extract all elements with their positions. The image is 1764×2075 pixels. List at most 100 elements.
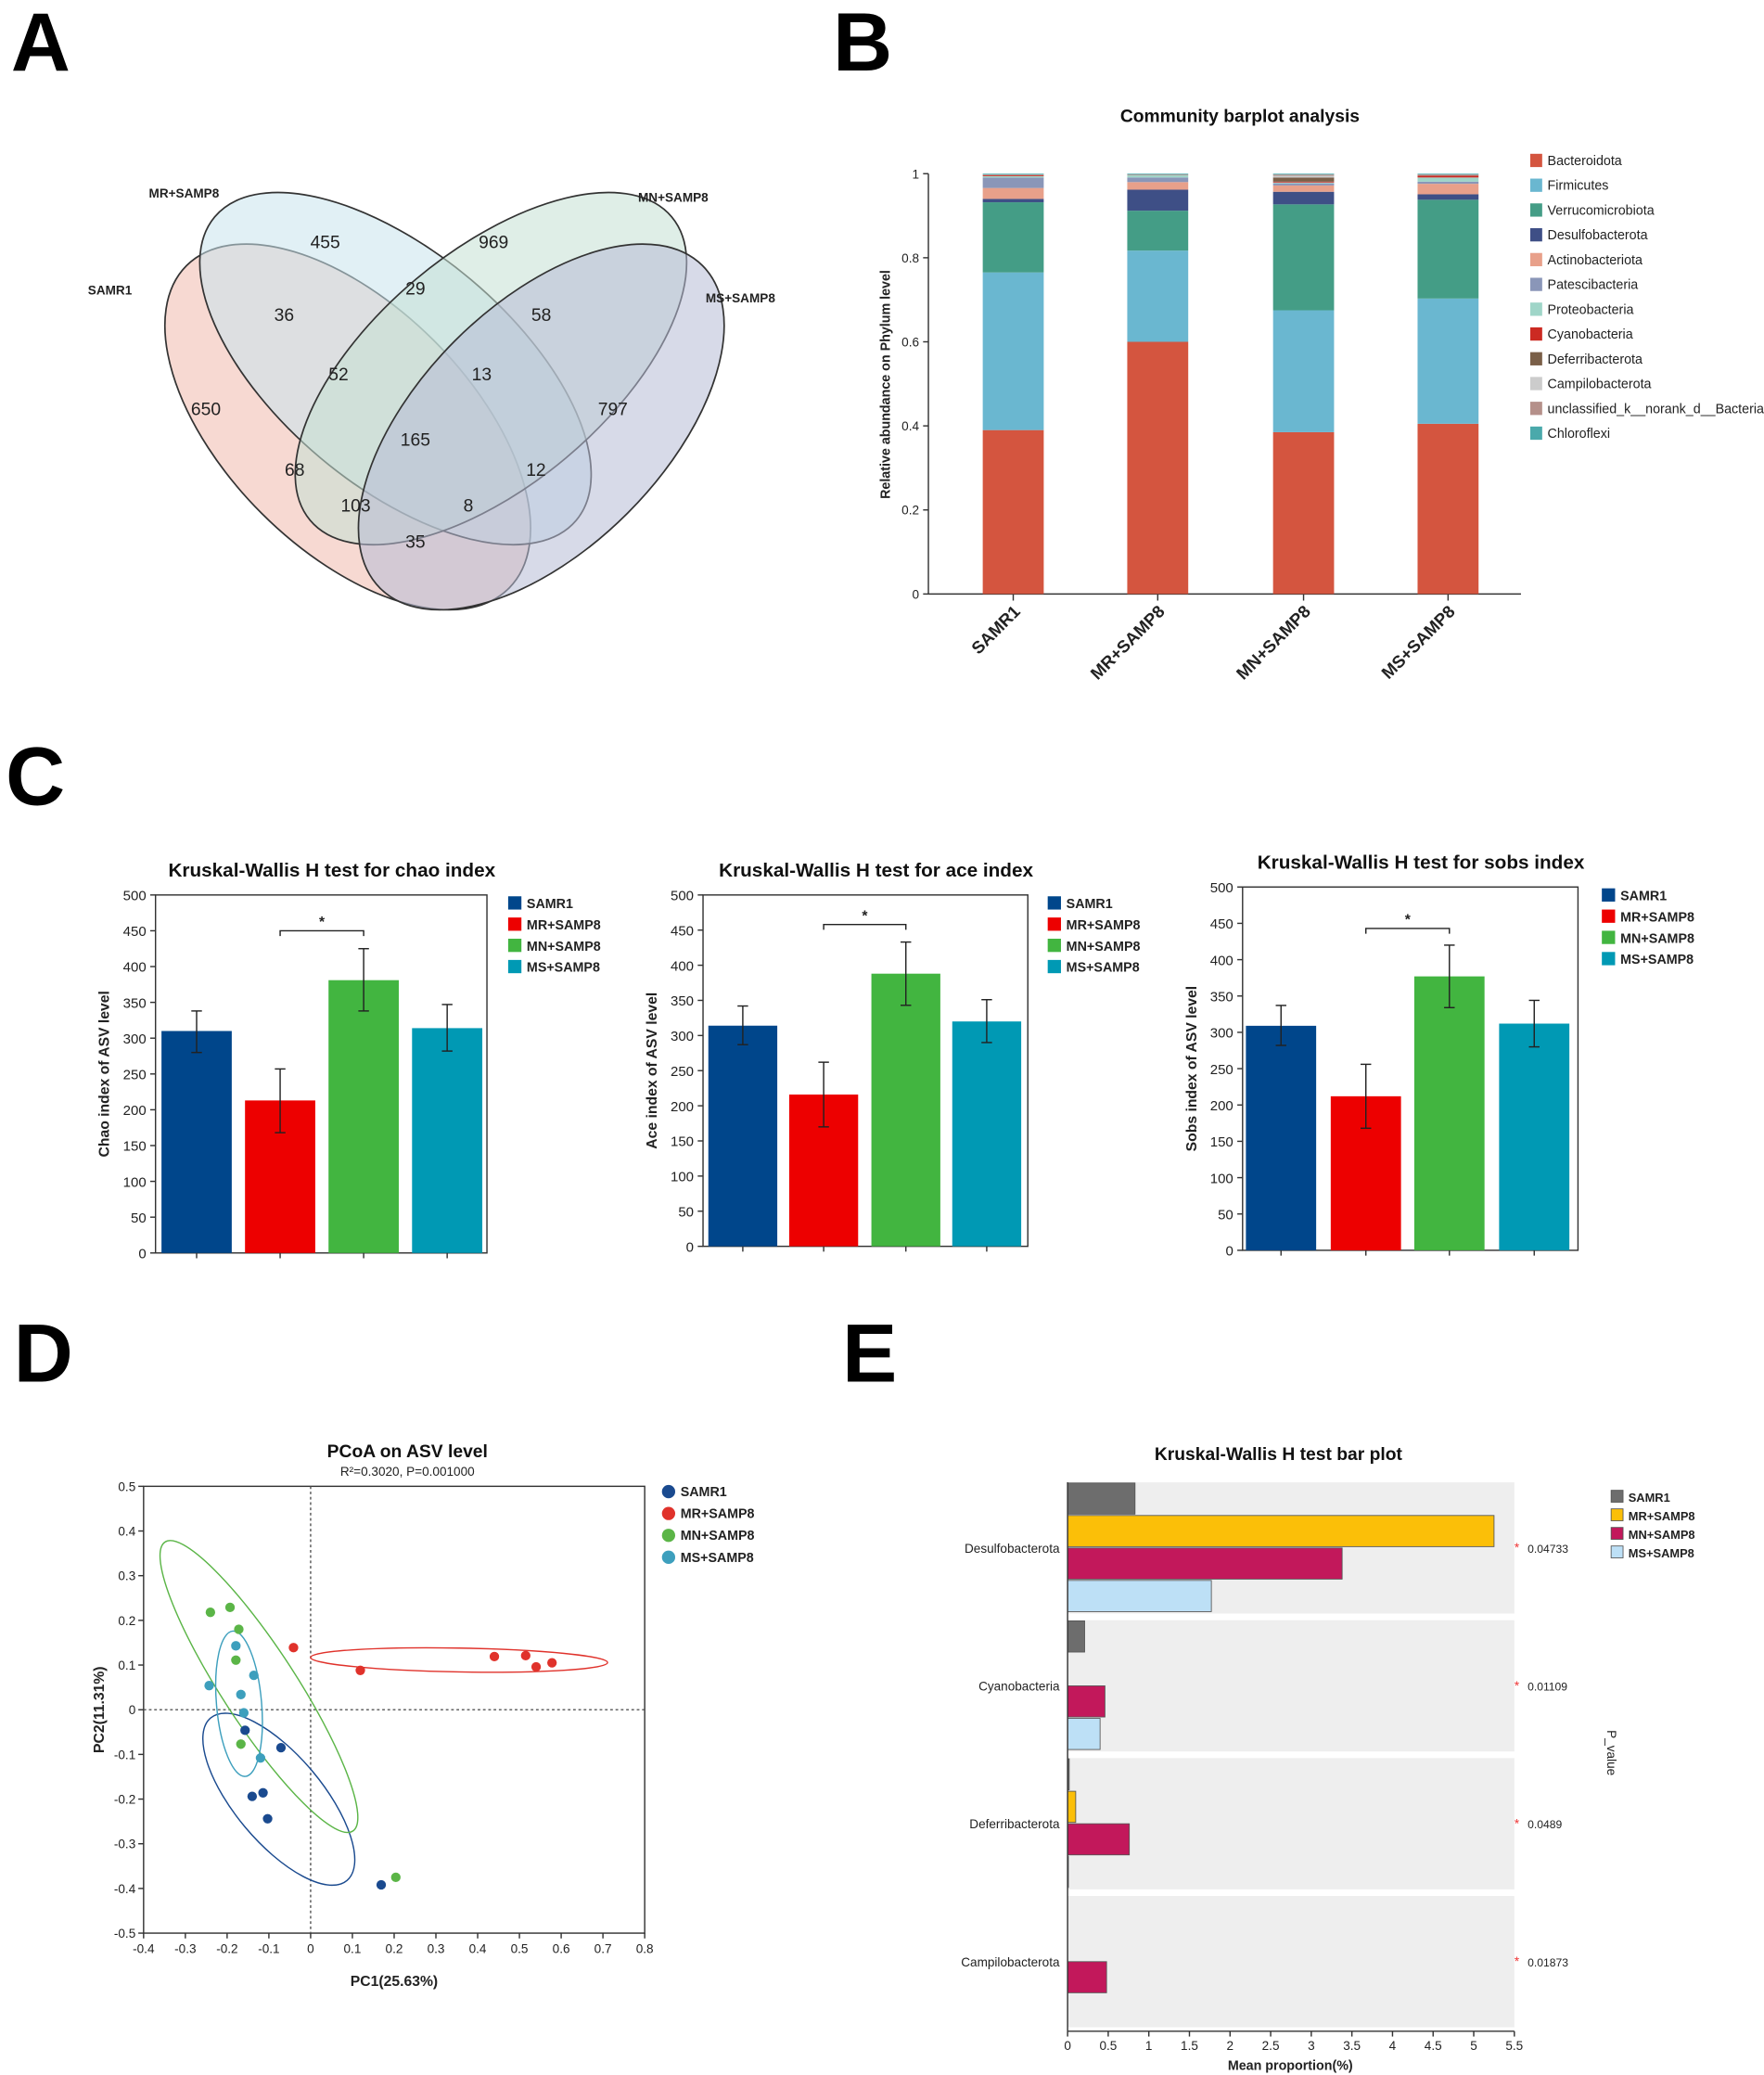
legend-label: MS+SAMP8 bbox=[681, 1551, 754, 1566]
panel-label-a: A bbox=[11, 0, 70, 88]
stacked-bar-segment bbox=[982, 202, 1044, 273]
legend-label: Cyanobacteria bbox=[1548, 327, 1633, 342]
legend-label: MN+SAMP8 bbox=[1620, 931, 1694, 946]
x-tick-label: 0.8 bbox=[636, 1941, 654, 1955]
legend-swatch bbox=[1529, 252, 1542, 267]
y-tick-label: -0.4 bbox=[114, 1882, 136, 1896]
venn-region-count: 36 bbox=[275, 306, 294, 326]
community-barplot: Community barplot analysis 0 0.2 0.4 0.6 0.8 1… bbox=[879, 108, 1764, 684]
y-axis-label: Chao index of ASV level bbox=[97, 991, 113, 1157]
venn-region-count: 8 bbox=[464, 497, 474, 517]
scatter-point bbox=[236, 1689, 246, 1699]
legend-swatch bbox=[507, 917, 522, 931]
chart-title: Kruskal-Wallis H test for sobs index bbox=[1258, 852, 1585, 873]
scatter-point bbox=[204, 1681, 214, 1691]
legend-swatch bbox=[1610, 1545, 1624, 1558]
venn-diagram: SAMR1 MR+SAMP8 MN+SAMP8 MS+SAMP8 650 455 969 79… bbox=[88, 186, 775, 611]
scatter-point bbox=[205, 1607, 216, 1618]
category-band bbox=[1067, 1758, 1515, 1889]
legend-swatch bbox=[1602, 909, 1616, 923]
x-tick-label: MR+SAMP8 bbox=[1087, 601, 1169, 683]
y-tick-label: 150 bbox=[671, 1134, 694, 1150]
x-tick-label: MS+SAMP8 bbox=[1377, 601, 1458, 682]
legend-label: MR+SAMP8 bbox=[1067, 918, 1141, 933]
y-tick-label: 0 bbox=[686, 1239, 694, 1255]
x-tick-label: 0.1 bbox=[344, 1941, 362, 1955]
stacked-bar-segment bbox=[1272, 182, 1335, 184]
scatter-point bbox=[231, 1641, 241, 1651]
bar bbox=[708, 1025, 778, 1247]
legend-swatch bbox=[1602, 952, 1616, 966]
significance-star: * bbox=[1515, 1679, 1520, 1693]
y-tick-label: 0.4 bbox=[901, 419, 919, 433]
stacked-bar-segment bbox=[1272, 204, 1335, 311]
y-tick-label: -0.3 bbox=[114, 1838, 135, 1851]
confidence-ellipse bbox=[202, 1712, 356, 1887]
y-tick-label: 0 bbox=[1225, 1244, 1233, 1260]
legend-label: MS+SAMP8 bbox=[1629, 1546, 1694, 1560]
significance-bracket bbox=[823, 923, 907, 930]
stacked-bar-segment bbox=[1417, 184, 1479, 195]
x-tick-label: MN+SAMP8 bbox=[1233, 601, 1314, 683]
legend-swatch bbox=[1529, 153, 1542, 168]
legend-label: Bacteroidota bbox=[1548, 154, 1622, 169]
stacked-bar-segment bbox=[1417, 174, 1479, 176]
y-tick-label: 350 bbox=[123, 995, 147, 1011]
venn-region-count: 13 bbox=[472, 365, 492, 385]
bar bbox=[1067, 1790, 1077, 1824]
y-tick-label: 450 bbox=[1210, 916, 1234, 932]
category-label: Deferribacterota bbox=[969, 1817, 1060, 1831]
significance-star: * bbox=[1405, 913, 1412, 929]
category-label: Campilobacterota bbox=[961, 1955, 1060, 1969]
x-tick-label: -0.1 bbox=[258, 1941, 279, 1955]
y-tick-label: -0.2 bbox=[114, 1793, 135, 1807]
stacked-bar-segment bbox=[982, 174, 1044, 176]
stacked-bar-segment bbox=[1127, 174, 1189, 176]
chart-title: PCoA on ASV level bbox=[327, 1442, 488, 1462]
x-axis-label: Mean proportion(%) bbox=[1228, 2058, 1353, 2073]
legend-marker bbox=[661, 1484, 676, 1499]
chao-index-chart: Kruskal-Wallis H test for chao index 0 50 1… bbox=[97, 860, 601, 1262]
venn-set-ellipse bbox=[357, 243, 725, 611]
sobs-index-chart: Kruskal-Wallis H test for sobs index 0 50 1… bbox=[1184, 852, 1694, 1259]
p-value-label: 0.0489 bbox=[1528, 1818, 1562, 1831]
stacked-bar-segment bbox=[1127, 173, 1189, 175]
y-tick-label: 0 bbox=[138, 1246, 146, 1262]
stacked-bar-segment bbox=[1417, 298, 1479, 424]
p-value-label: 0.01873 bbox=[1528, 1956, 1568, 1969]
y-axis-label: Ace index of ASV level bbox=[645, 993, 660, 1149]
chart-title: Community barplot analysis bbox=[1120, 108, 1360, 127]
y-tick-label: 300 bbox=[123, 1031, 147, 1047]
scatter-point bbox=[547, 1658, 557, 1668]
chart-title: Kruskal-Wallis H test for ace index bbox=[719, 860, 1033, 881]
pcoa-scatter: PCoA on ASV level R²=0.3020, P=0.001000 -0… bbox=[92, 1442, 755, 1990]
legend-swatch bbox=[507, 959, 522, 974]
legend-label: SAMR1 bbox=[1620, 890, 1667, 904]
x-axis-label: PC1(25.63%) bbox=[351, 1974, 438, 1990]
scatter-point bbox=[520, 1650, 530, 1661]
x-tick-label: 2 bbox=[1227, 2039, 1234, 2053]
bar bbox=[1067, 1823, 1131, 1856]
bar bbox=[328, 980, 399, 1253]
y-tick-label: 250 bbox=[123, 1068, 147, 1083]
bar bbox=[1246, 1025, 1317, 1250]
y-tick-label: 400 bbox=[671, 958, 694, 974]
legend-swatch bbox=[1047, 917, 1061, 931]
legend-label: Actinobacteriota bbox=[1548, 253, 1643, 268]
legend-swatch bbox=[1529, 227, 1542, 242]
y-tick-label: 400 bbox=[1210, 953, 1234, 968]
stacked-bar-segment bbox=[1127, 177, 1189, 183]
legend-label: MR+SAMP8 bbox=[1620, 910, 1694, 925]
bar bbox=[1067, 1718, 1101, 1750]
scatter-point bbox=[249, 1670, 259, 1681]
panel-label-b: B bbox=[833, 0, 892, 88]
stacked-bar-segment bbox=[1127, 182, 1189, 190]
category-band bbox=[1067, 1896, 1515, 2028]
x-tick-label: 0.3 bbox=[428, 1941, 445, 1955]
scatter-point bbox=[236, 1739, 246, 1749]
y-tick-label: 250 bbox=[1210, 1062, 1234, 1078]
stacked-bar-segment bbox=[1127, 211, 1189, 251]
venn-region-count: 12 bbox=[526, 461, 545, 480]
significance-bracket bbox=[1365, 928, 1451, 934]
